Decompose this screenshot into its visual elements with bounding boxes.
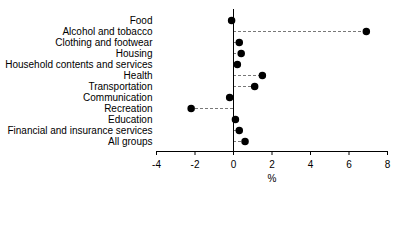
svg-text:All groups: All groups (108, 136, 152, 147)
svg-text:Financial and insurance servic: Financial and insurance services (7, 125, 152, 136)
svg-text:Housing: Housing (116, 48, 153, 59)
svg-text:Food: Food (130, 15, 153, 26)
svg-text:%: % (268, 173, 277, 184)
svg-text:Recreation: Recreation (104, 103, 152, 114)
svg-text:2: 2 (269, 159, 275, 170)
svg-text:6: 6 (346, 159, 352, 170)
svg-text:-2: -2 (191, 159, 200, 170)
svg-text:Alcohol and tobacco: Alcohol and tobacco (62, 26, 153, 37)
svg-text:-4: -4 (152, 159, 161, 170)
svg-text:Household contents and service: Household contents and services (5, 59, 152, 70)
svg-text:4: 4 (308, 159, 314, 170)
svg-text:Clothing and footwear: Clothing and footwear (55, 37, 153, 48)
svg-text:Education: Education (108, 114, 152, 125)
svg-text:0: 0 (231, 159, 237, 170)
svg-text:Communication: Communication (83, 92, 152, 103)
svg-text:Transportation: Transportation (88, 81, 152, 92)
svg-text:Health: Health (124, 70, 153, 81)
svg-text:8: 8 (385, 159, 391, 170)
